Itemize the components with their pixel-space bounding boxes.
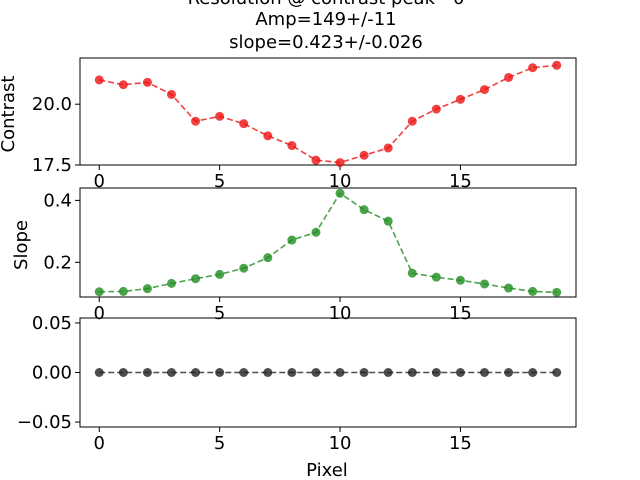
data-point [480, 279, 490, 289]
y-tick-label: 0.00 [32, 363, 72, 384]
data-point [142, 368, 152, 377]
data-point [287, 235, 297, 245]
axes-frame [79, 187, 577, 298]
pixel-axis-label: Pixel [306, 460, 348, 480]
data-point [335, 368, 345, 377]
data-point [431, 368, 441, 377]
data-point [504, 72, 514, 82]
data-point [311, 155, 321, 165]
chart-title-line-3: slope=0.423+/-0.026 [229, 32, 423, 53]
data-point [383, 143, 393, 153]
data-point [528, 368, 538, 377]
data-point [215, 269, 225, 279]
data-point [359, 205, 369, 215]
data-point [431, 272, 441, 282]
x-tick-label: 15 [449, 303, 472, 324]
data-point [287, 141, 297, 151]
data-point [383, 216, 393, 226]
data-point [311, 227, 321, 237]
data-point [431, 104, 441, 114]
data-point [407, 268, 417, 278]
data-point [94, 75, 104, 85]
y-tick-label: 0.05 [32, 313, 72, 334]
data-point [359, 150, 369, 160]
data-point [504, 283, 514, 293]
data-point [480, 85, 490, 95]
figure-title: Resolution @ contrast peak - 0 Amp=149+/… [188, 0, 465, 53]
subplot-3: 0 5 10 15 −0.05 0.00 0.05 [17, 313, 577, 454]
data-point [239, 119, 249, 129]
data-point [287, 368, 297, 377]
data-point [407, 116, 417, 126]
x-tick-label: 15 [449, 433, 472, 454]
data-point [166, 89, 176, 99]
data-point [118, 286, 128, 296]
data-point [383, 368, 393, 377]
data-point [335, 158, 345, 168]
data-point [455, 368, 465, 377]
chart-title-line-1: Resolution @ contrast peak - 0 [188, 0, 465, 9]
data-point [335, 188, 345, 198]
y-tick-label: 0.4 [43, 190, 72, 211]
x-tick-label: 0 [94, 433, 105, 454]
data-point [455, 275, 465, 285]
x-tick-label: 5 [214, 303, 225, 324]
data-point [504, 368, 514, 377]
data-point [263, 131, 273, 141]
data-point [480, 368, 490, 377]
subplots: 0 5 10 15 17.5 20.0 0 5 10 15 0.2 0.4 0 5 10 15 −0.05 0.0… [17, 57, 577, 454]
data-point [142, 284, 152, 294]
data-point [191, 116, 201, 126]
data-point [311, 368, 321, 377]
data-point [166, 278, 176, 288]
slope-axis-label: Slope [11, 220, 32, 270]
x-tick-label: 0 [94, 171, 105, 192]
x-tick-label: 10 [329, 433, 352, 454]
data-point [118, 368, 128, 377]
data-point [191, 368, 201, 377]
contrast-axis-label: Contrast [0, 76, 19, 153]
y-tick-label: 20.0 [32, 94, 72, 115]
series-line [99, 64, 557, 164]
data-point [263, 253, 273, 263]
x-tick-label: 5 [214, 433, 225, 454]
data-point [552, 368, 562, 377]
data-point [552, 287, 562, 297]
data-point [215, 368, 225, 377]
axes-frame [79, 317, 577, 428]
y-tick-label: −0.05 [17, 412, 72, 433]
x-tick-label: 5 [214, 171, 225, 192]
subplot-1: 0 5 10 15 17.5 20.0 [32, 57, 577, 192]
data-point [239, 263, 249, 273]
data-point [455, 94, 465, 104]
chart-title-line-2: Amp=149+/-11 [255, 9, 396, 30]
data-point [552, 60, 562, 70]
data-point [407, 368, 417, 377]
data-point [359, 368, 369, 377]
x-tick-label: 0 [94, 303, 105, 324]
data-point [94, 287, 104, 297]
axes-frame [79, 57, 577, 166]
data-point [142, 77, 152, 87]
series-line [99, 192, 557, 294]
data-point [118, 80, 128, 90]
data-point [94, 368, 104, 377]
x-tick-label: 10 [329, 171, 352, 192]
x-tick-label: 10 [329, 303, 352, 324]
data-point [528, 286, 538, 296]
data-point [191, 274, 201, 284]
x-tick-label: 15 [449, 171, 472, 192]
y-tick-label: 17.5 [32, 155, 72, 176]
data-point [263, 368, 273, 377]
y-tick-label: 0.2 [43, 252, 72, 273]
data-point [528, 63, 538, 73]
data-point [166, 368, 176, 377]
data-point [239, 368, 249, 377]
data-point [215, 111, 225, 121]
subplot-2: 0 5 10 15 0.2 0.4 [43, 187, 577, 324]
